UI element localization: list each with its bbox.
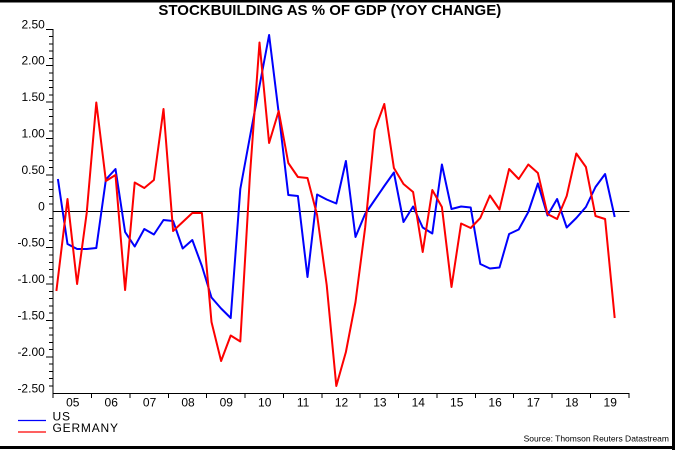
svg-text:0: 0 (38, 199, 45, 213)
svg-text:-1.00: -1.00 (17, 272, 45, 286)
svg-text:08: 08 (181, 396, 195, 410)
svg-text:11: 11 (297, 396, 310, 410)
svg-text:Source: Thomson Reuters Datast: Source: Thomson Reuters Datastream (524, 433, 669, 443)
svg-text:-2.00: -2.00 (17, 345, 45, 359)
svg-text:1.00: 1.00 (21, 127, 45, 141)
svg-text:09: 09 (220, 396, 234, 410)
svg-text:07: 07 (143, 396, 157, 410)
svg-text:US: US (53, 410, 71, 424)
svg-text:13: 13 (373, 396, 387, 410)
svg-text:12: 12 (335, 396, 349, 410)
svg-text:-0.50: -0.50 (17, 236, 45, 250)
svg-text:05: 05 (66, 396, 80, 410)
svg-text:15: 15 (450, 396, 464, 410)
svg-text:GERMANY: GERMANY (53, 421, 119, 435)
svg-text:19: 19 (604, 396, 618, 410)
svg-text:06: 06 (105, 396, 119, 410)
svg-text:14: 14 (412, 396, 426, 410)
svg-text:10: 10 (258, 396, 272, 410)
svg-text:17: 17 (527, 396, 541, 410)
svg-text:1.50: 1.50 (21, 90, 45, 104)
svg-text:0.50: 0.50 (21, 163, 45, 177)
svg-text:-2.50: -2.50 (17, 381, 45, 395)
svg-text:2.00: 2.00 (21, 54, 45, 68)
svg-text:STOCKBUILDING AS % OF GDP (YOY: STOCKBUILDING AS % OF GDP (YOY CHANGE) (158, 2, 501, 19)
svg-text:-1.50: -1.50 (17, 309, 45, 323)
svg-text:16: 16 (488, 396, 502, 410)
svg-text:2.50: 2.50 (21, 17, 45, 31)
svg-text:18: 18 (565, 396, 579, 410)
